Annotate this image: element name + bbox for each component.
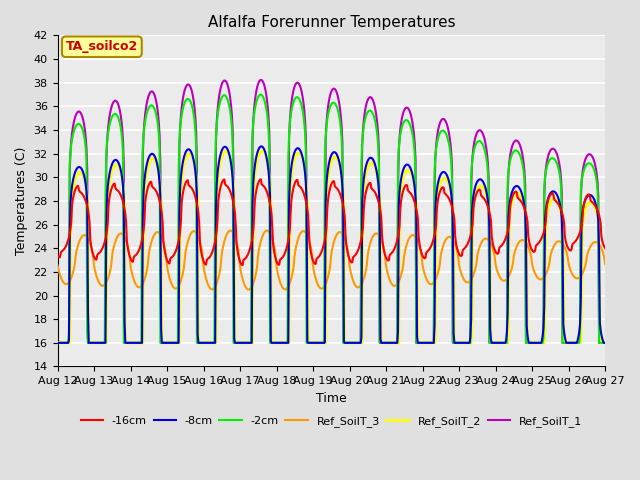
Ref_SoilT_2 xyxy=(602,340,609,346)
Ref_SoilT_3 xyxy=(245,287,253,292)
-16cm xyxy=(205,255,212,261)
Ref_SoilT_3 xyxy=(120,233,127,239)
Ref_SoilT_2 xyxy=(399,177,406,183)
-8cm xyxy=(120,195,127,201)
-16cm xyxy=(175,233,183,239)
-2cm xyxy=(399,122,406,128)
Ref_SoilT_2 xyxy=(54,340,61,346)
Ref_SoilT_3 xyxy=(263,228,271,233)
-8cm xyxy=(415,340,422,346)
-2cm xyxy=(54,340,61,346)
Title: Alfalfa Forerunner Temperatures: Alfalfa Forerunner Temperatures xyxy=(207,15,455,30)
Ref_SoilT_3 xyxy=(415,243,423,249)
Y-axis label: Temperatures (C): Temperatures (C) xyxy=(15,147,28,255)
Ref_SoilT_3 xyxy=(63,281,71,287)
-8cm xyxy=(602,340,609,346)
-2cm xyxy=(120,340,127,346)
-8cm xyxy=(205,340,212,346)
Line: Ref_SoilT_1: Ref_SoilT_1 xyxy=(58,80,605,343)
Ref_SoilT_3 xyxy=(54,263,61,268)
-16cm xyxy=(399,187,407,193)
-16cm xyxy=(120,202,127,208)
Line: -16cm: -16cm xyxy=(58,180,605,265)
Line: Ref_SoilT_3: Ref_SoilT_3 xyxy=(58,230,605,289)
-2cm xyxy=(175,137,183,143)
-2cm xyxy=(257,92,265,97)
-8cm xyxy=(399,169,406,175)
Ref_SoilT_2 xyxy=(259,148,266,154)
Ref_SoilT_3 xyxy=(602,261,609,267)
-8cm xyxy=(54,340,61,346)
Ref_SoilT_3 xyxy=(205,282,212,288)
Line: -2cm: -2cm xyxy=(58,95,605,343)
-8cm xyxy=(258,144,266,149)
Ref_SoilT_1 xyxy=(257,77,265,83)
Ref_SoilT_1 xyxy=(205,340,212,346)
Ref_SoilT_2 xyxy=(415,340,422,346)
-16cm xyxy=(239,262,246,268)
-8cm xyxy=(63,340,71,346)
Ref_SoilT_2 xyxy=(63,340,71,346)
Ref_SoilT_3 xyxy=(399,262,407,267)
Line: -8cm: -8cm xyxy=(58,146,605,343)
Ref_SoilT_2 xyxy=(175,340,183,346)
-16cm xyxy=(54,252,61,258)
Ref_SoilT_3 xyxy=(175,282,183,288)
-2cm xyxy=(205,340,212,346)
Ref_SoilT_1 xyxy=(415,340,422,346)
Ref_SoilT_1 xyxy=(120,163,127,168)
-16cm xyxy=(63,240,71,245)
Ref_SoilT_1 xyxy=(602,340,609,346)
Ref_SoilT_2 xyxy=(120,188,127,194)
-2cm xyxy=(415,340,422,346)
-16cm xyxy=(257,177,265,182)
Ref_SoilT_1 xyxy=(54,340,61,346)
-8cm xyxy=(175,209,183,215)
Legend: -16cm, -8cm, -2cm, Ref_SoilT_3, Ref_SoilT_2, Ref_SoilT_1: -16cm, -8cm, -2cm, Ref_SoilT_3, Ref_Soil… xyxy=(76,412,586,432)
Ref_SoilT_2 xyxy=(205,340,212,346)
Ref_SoilT_1 xyxy=(399,112,406,118)
X-axis label: Time: Time xyxy=(316,392,347,405)
-2cm xyxy=(602,340,609,346)
Ref_SoilT_1 xyxy=(63,340,71,346)
Ref_SoilT_1 xyxy=(175,144,183,150)
-16cm xyxy=(602,245,609,251)
Line: Ref_SoilT_2: Ref_SoilT_2 xyxy=(58,151,605,343)
Text: TA_soilco2: TA_soilco2 xyxy=(66,40,138,53)
-16cm xyxy=(415,240,423,246)
-2cm xyxy=(63,340,71,346)
